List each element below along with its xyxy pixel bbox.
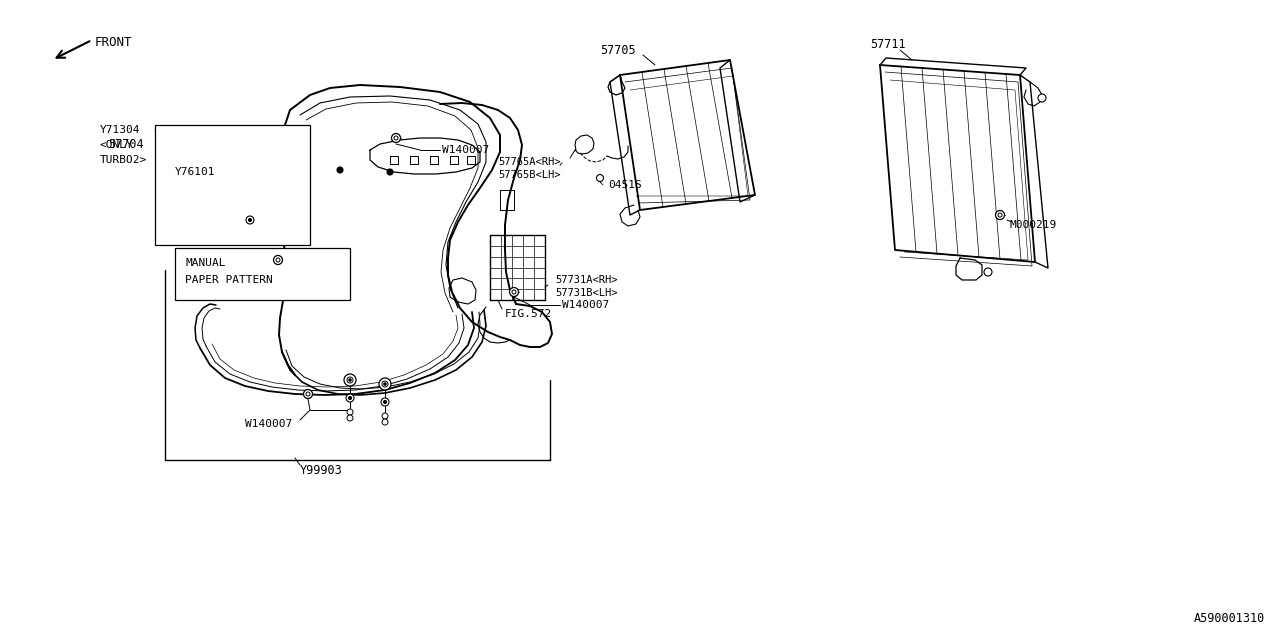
Circle shape: [337, 167, 343, 173]
Circle shape: [306, 392, 310, 396]
Circle shape: [381, 398, 389, 406]
Text: Y99903: Y99903: [300, 463, 343, 477]
Text: FIG.572: FIG.572: [506, 309, 552, 319]
Circle shape: [276, 258, 280, 262]
Text: MANUAL: MANUAL: [186, 258, 225, 268]
Circle shape: [394, 136, 398, 140]
Circle shape: [348, 397, 352, 399]
Circle shape: [984, 268, 992, 276]
Text: W140007: W140007: [442, 145, 489, 155]
Text: FRONT: FRONT: [95, 35, 133, 49]
Circle shape: [381, 419, 388, 425]
Circle shape: [512, 290, 516, 294]
Text: 57705: 57705: [600, 44, 636, 56]
Circle shape: [381, 413, 388, 419]
Text: TURBO2>: TURBO2>: [100, 155, 147, 165]
Circle shape: [303, 390, 312, 399]
Text: 57711: 57711: [870, 38, 906, 51]
Text: A590001310: A590001310: [1194, 612, 1265, 625]
Circle shape: [274, 255, 283, 264]
Text: Y71304: Y71304: [100, 125, 141, 135]
Circle shape: [384, 383, 387, 385]
Text: 57765B<LH>: 57765B<LH>: [498, 170, 561, 180]
Text: Y76101: Y76101: [175, 167, 215, 177]
Circle shape: [248, 218, 251, 221]
Text: FIG.572: FIG.572: [189, 265, 237, 275]
Text: M000219: M000219: [1010, 220, 1057, 230]
Text: W140007: W140007: [562, 300, 609, 310]
Text: 57731B<LH>: 57731B<LH>: [556, 288, 617, 298]
Circle shape: [344, 374, 356, 386]
Text: 57704: 57704: [108, 138, 143, 152]
Text: 0451S: 0451S: [608, 180, 641, 190]
Circle shape: [379, 378, 390, 390]
Circle shape: [347, 409, 353, 415]
Circle shape: [392, 134, 401, 143]
Circle shape: [996, 211, 1005, 220]
Circle shape: [509, 287, 518, 296]
Text: 57731A<RH>: 57731A<RH>: [556, 275, 617, 285]
Circle shape: [346, 394, 355, 402]
Text: PAPER PATTERN: PAPER PATTERN: [186, 275, 273, 285]
Circle shape: [347, 415, 353, 421]
FancyBboxPatch shape: [155, 125, 310, 245]
Circle shape: [384, 401, 387, 403]
Text: <ONLY: <ONLY: [100, 140, 133, 150]
Text: W140007: W140007: [244, 419, 292, 429]
Circle shape: [347, 377, 353, 383]
Circle shape: [381, 381, 388, 387]
Circle shape: [998, 213, 1002, 217]
Circle shape: [596, 175, 603, 182]
Circle shape: [246, 216, 253, 224]
Circle shape: [387, 169, 393, 175]
FancyBboxPatch shape: [175, 248, 349, 300]
Circle shape: [1038, 94, 1046, 102]
Circle shape: [348, 379, 351, 381]
Text: 57765A<RH>: 57765A<RH>: [498, 157, 561, 167]
